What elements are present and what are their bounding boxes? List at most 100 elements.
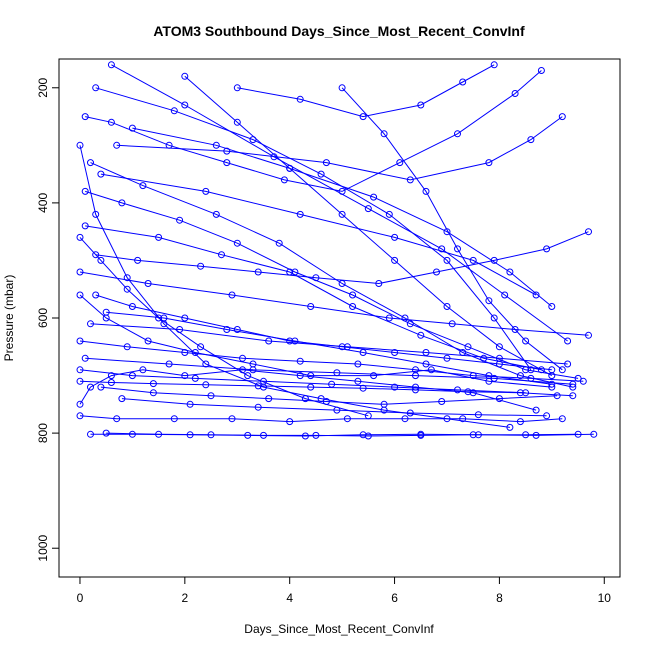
data-point	[139, 182, 147, 190]
x-axis: 0 2 4 6 8 10	[77, 577, 611, 605]
data-point	[459, 78, 467, 86]
data-point	[396, 159, 404, 167]
x-tick-label: 6	[391, 591, 398, 605]
data-point	[511, 90, 519, 97]
data-point	[485, 297, 493, 305]
series-27	[233, 61, 498, 121]
data-point	[459, 415, 467, 423]
data-point	[469, 431, 477, 439]
data-point	[564, 360, 572, 368]
data-point	[113, 141, 121, 149]
data-point	[76, 141, 84, 149]
data-point	[558, 113, 566, 121]
data-point	[417, 331, 425, 339]
data-point	[181, 72, 189, 80]
data-point	[501, 291, 509, 299]
data-point	[296, 95, 304, 103]
y-tick-label: 200	[36, 77, 50, 97]
data-point	[585, 228, 592, 236]
series-line	[95, 231, 589, 285]
data-point	[92, 251, 100, 259]
data-point	[349, 291, 357, 299]
data-point	[516, 372, 524, 380]
series-line	[116, 116, 563, 181]
data-point	[296, 372, 304, 380]
data-point	[495, 343, 503, 351]
series-15	[92, 84, 535, 374]
data-point	[474, 411, 482, 419]
data-point	[354, 377, 362, 385]
data-point	[107, 372, 115, 380]
data-point	[286, 418, 294, 426]
data-point	[228, 291, 236, 299]
data-point	[548, 380, 556, 388]
data-point	[265, 395, 273, 403]
data-point	[191, 349, 199, 356]
data-point	[160, 314, 168, 322]
data-point	[254, 382, 262, 390]
x-tick-label: 2	[181, 591, 188, 605]
data-point	[391, 349, 399, 356]
data-point	[307, 383, 315, 391]
series-28	[92, 291, 556, 374]
data-point	[422, 187, 430, 195]
data-point	[123, 285, 131, 293]
x-tick-label: 4	[286, 591, 293, 605]
data-point	[391, 233, 399, 241]
data-point	[338, 84, 346, 92]
series-line	[79, 369, 526, 394]
data-point	[123, 343, 131, 351]
data-point	[532, 431, 540, 439]
plot-area	[76, 61, 598, 440]
data-point	[406, 409, 414, 417]
series-line	[132, 127, 553, 307]
data-point	[417, 431, 425, 439]
data-point	[207, 431, 215, 439]
data-point	[296, 357, 304, 365]
data-point	[228, 415, 236, 423]
series-line	[79, 294, 552, 388]
data-point	[197, 343, 205, 351]
data-point	[385, 210, 393, 218]
data-point	[128, 303, 136, 310]
data-point	[343, 415, 351, 423]
data-point	[490, 314, 498, 322]
x-axis-label: Days_Since_Most_Recent_ConvInf	[244, 622, 434, 636]
data-point	[469, 389, 477, 397]
series-line	[79, 380, 573, 397]
y-tick-label: 600	[36, 308, 50, 328]
data-point	[118, 395, 126, 403]
data-point	[301, 395, 309, 403]
y-axis: 200 400 600 800 1000	[36, 77, 59, 562]
y-tick-label: 400	[36, 193, 50, 213]
data-point	[92, 84, 100, 92]
data-point	[490, 374, 498, 382]
data-point	[385, 314, 393, 322]
data-point	[223, 326, 231, 333]
data-point	[197, 262, 205, 270]
series-line	[85, 357, 573, 385]
data-point	[511, 326, 519, 333]
data-point	[76, 291, 84, 299]
data-point	[233, 84, 241, 92]
data-point	[260, 431, 267, 439]
data-point	[118, 199, 126, 207]
data-point	[81, 222, 89, 230]
data-point	[76, 366, 84, 374]
series-line	[79, 145, 510, 428]
data-point	[380, 130, 388, 138]
data-point	[202, 187, 210, 195]
series-22	[81, 354, 577, 388]
data-point	[170, 107, 178, 115]
data-point	[391, 256, 399, 264]
series-line	[90, 323, 568, 365]
series-18	[118, 395, 551, 420]
data-point	[401, 314, 409, 322]
series-26	[338, 84, 566, 374]
series-line	[79, 415, 563, 423]
data-point	[548, 366, 556, 374]
data-point	[527, 366, 535, 374]
data-point	[134, 256, 142, 264]
data-point	[412, 386, 419, 394]
data-point	[254, 268, 262, 276]
